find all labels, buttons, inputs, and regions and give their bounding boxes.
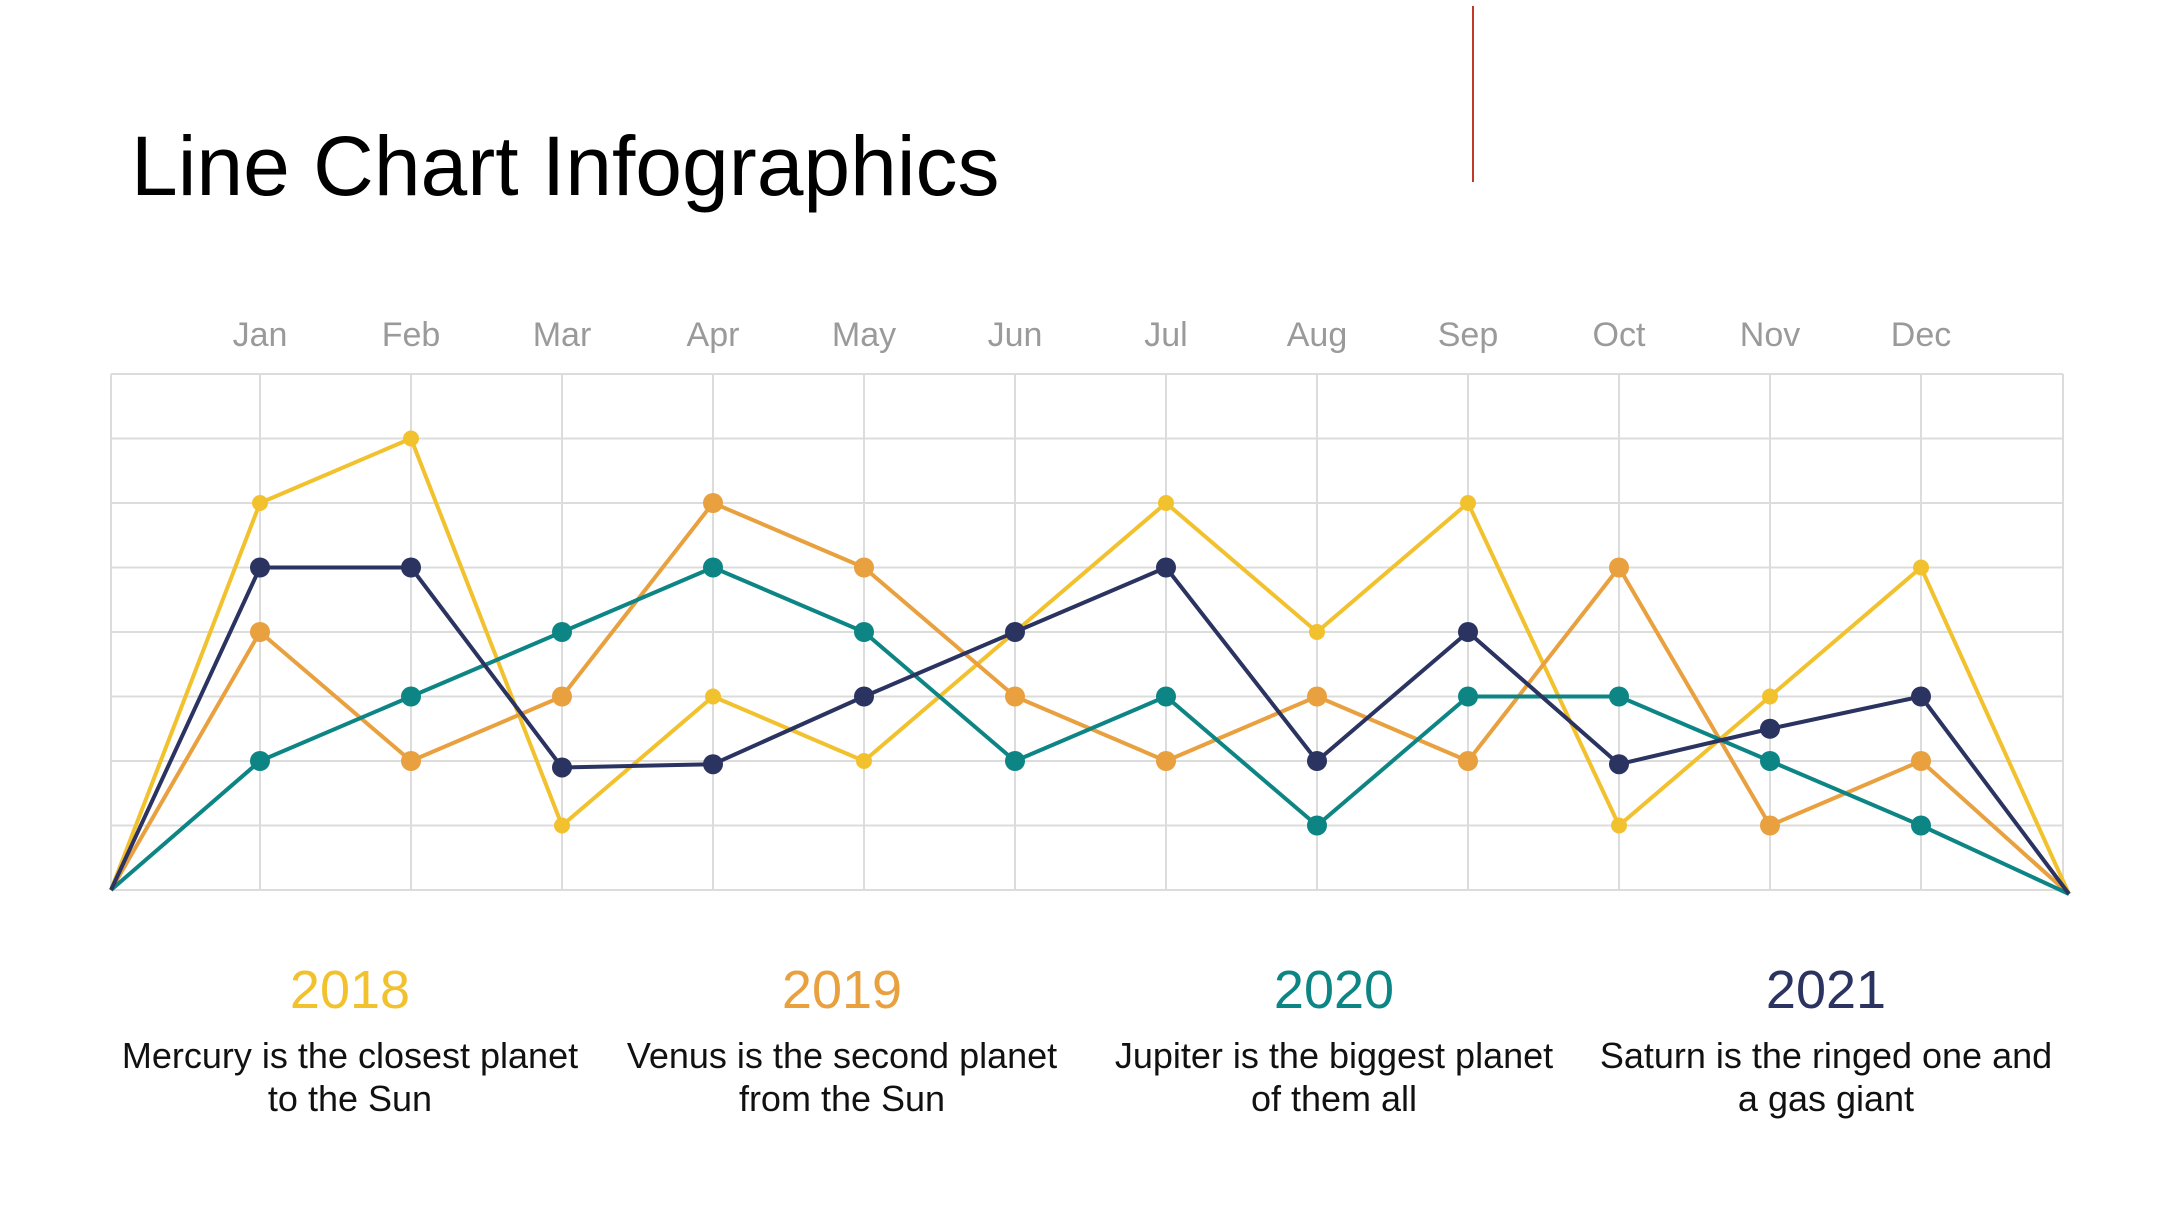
page-title: Line Chart Infographics <box>131 119 1000 213</box>
month-label-aug: Aug <box>1287 316 1348 354</box>
data-point-2021-jul <box>1156 557 1176 578</box>
data-point-2021-may <box>854 686 874 707</box>
chart-grid <box>110 373 2064 891</box>
data-point-2019-jul <box>1156 751 1176 771</box>
data-point-2018-jul <box>1158 495 1174 511</box>
data-point-2018-feb <box>403 430 419 447</box>
month-label-mar: Mar <box>533 316 592 354</box>
data-point-2018-sep <box>1460 495 1476 511</box>
accent-line <box>1472 6 1474 182</box>
month-labels: Jan Feb Mar Apr May Jun Jul Aug Sep Oct Nov Dec <box>233 316 1952 354</box>
month-label-jan: Jan <box>233 316 288 354</box>
data-point-2021-feb <box>401 557 421 578</box>
data-point-2019-sep <box>1458 751 1478 771</box>
legend-year-2021: 2021 <box>1765 960 1887 1020</box>
month-label-oct: Oct <box>1593 316 1646 354</box>
legend-description-2020: Jupiter is the biggest planet of them al… <box>1114 1035 1554 1119</box>
data-point-2018-apr <box>705 688 721 705</box>
legend-2019: 2019 Venus is the second planet from the… <box>612 960 1072 1120</box>
legend-year-2019: 2019 <box>781 960 903 1020</box>
data-point-2019-jan <box>250 622 270 642</box>
legend-year-2018: 2018 <box>289 960 411 1020</box>
data-point-2019-nov <box>1760 815 1780 836</box>
legend-2018: 2018 Mercury is the closest planet to th… <box>120 960 580 1120</box>
data-point-2019-aug <box>1307 686 1327 707</box>
legend-description-2018: Mercury is the closest planet to the Sun <box>121 1035 579 1119</box>
data-point-2019-feb <box>401 751 421 771</box>
data-point-2019-mar <box>552 686 572 707</box>
legend-description-2019: Venus is the second planet from the Sun <box>626 1035 1058 1119</box>
data-point-2018-aug <box>1309 624 1325 640</box>
data-point-2020-mar <box>552 622 572 642</box>
month-label-dec: Dec <box>1891 316 1951 354</box>
data-point-2021-mar <box>552 757 572 778</box>
data-point-2020-apr <box>703 557 723 578</box>
month-label-nov: Nov <box>1740 316 1800 354</box>
data-point-2020-may <box>854 622 874 642</box>
data-point-2021-oct <box>1609 754 1629 775</box>
data-point-2021-apr <box>703 754 723 775</box>
data-point-2021-jan <box>250 557 270 578</box>
data-point-2021-nov <box>1760 718 1780 739</box>
data-point-2018-nov <box>1762 688 1778 705</box>
data-point-2018-jan <box>252 495 268 511</box>
data-point-2020-jun <box>1005 751 1025 771</box>
data-point-2020-jan <box>250 751 270 771</box>
data-point-2020-sep <box>1458 686 1478 707</box>
series-2021 <box>109 557 2071 896</box>
data-point-2020-jul <box>1156 686 1176 707</box>
data-point-2018-may <box>856 753 872 769</box>
data-point-2019-may <box>854 557 874 578</box>
series-line-2020 <box>109 565 2070 896</box>
data-point-2020-feb <box>401 686 421 707</box>
data-point-2018-dec <box>1913 559 1929 576</box>
data-point-2019-oct <box>1609 557 1629 578</box>
legend-description-2021: Saturn is the ringed one and a gas giant <box>1599 1035 2053 1119</box>
legend-2020: 2020 Jupiter is the biggest planet of th… <box>1104 960 1564 1120</box>
chart-series <box>109 430 2071 896</box>
month-label-jul: Jul <box>1144 316 1187 354</box>
data-point-2018-oct <box>1611 817 1627 834</box>
data-point-2020-oct <box>1609 686 1629 707</box>
data-point-2021-sep <box>1458 622 1478 642</box>
series-line-2021 <box>109 565 2071 896</box>
series-line-2018 <box>109 436 2071 895</box>
series-2020 <box>109 557 2070 896</box>
data-point-2020-aug <box>1307 815 1327 836</box>
data-point-2019-dec <box>1911 751 1931 771</box>
data-point-2018-mar <box>554 817 570 834</box>
data-point-2020-nov <box>1760 751 1780 771</box>
month-label-feb: Feb <box>382 316 441 354</box>
month-label-may: May <box>832 316 896 354</box>
data-point-2019-jun <box>1005 686 1025 707</box>
data-point-2021-aug <box>1307 751 1327 771</box>
legend-2021: 2021 Saturn is the ringed one and a gas … <box>1596 960 2056 1120</box>
month-label-jun: Jun <box>988 316 1043 354</box>
data-point-2019-apr <box>703 493 723 513</box>
legend-year-2020: 2020 <box>1273 960 1395 1020</box>
data-point-2020-dec <box>1911 815 1931 836</box>
month-label-apr: Apr <box>687 316 740 354</box>
data-point-2021-jun <box>1005 622 1025 642</box>
month-label-sep: Sep <box>1438 316 1499 354</box>
data-point-2021-dec <box>1911 686 1931 707</box>
